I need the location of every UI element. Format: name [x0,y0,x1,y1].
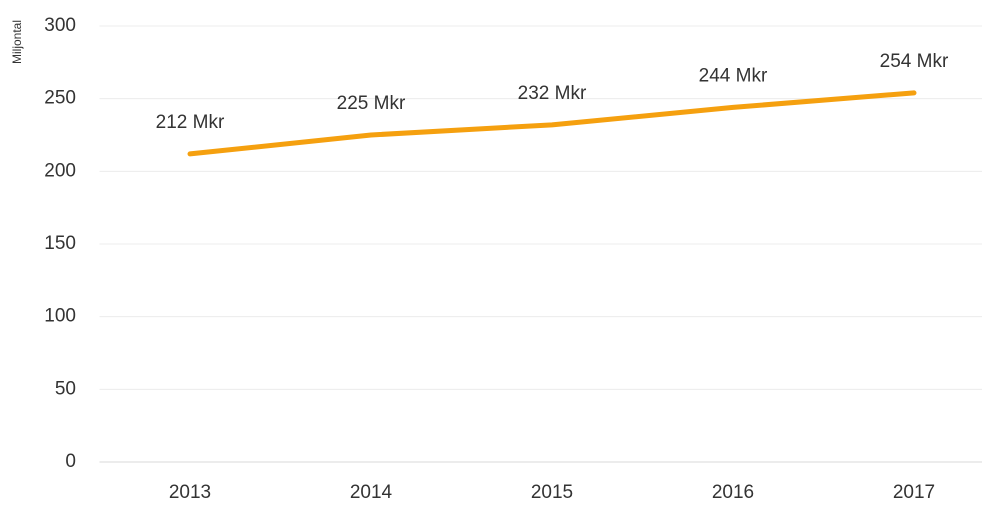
x-tick-label: 2014 [350,482,393,503]
data-label: 244 Mkr [699,65,768,86]
y-tick-label: 0 [65,451,76,472]
y-tick-label: 300 [44,15,76,36]
x-tick-label: 2015 [531,482,573,503]
data-label: 212 Mkr [156,112,225,133]
x-tick-label: 2017 [893,482,935,503]
x-tick-label: 2016 [712,482,754,503]
y-tick-label: 200 [44,160,76,181]
y-tick-label: 100 [44,306,76,327]
y-axis-label: Miljontal [10,20,24,64]
x-tick-label: 2013 [169,482,211,503]
y-tick-label: 150 [44,233,76,254]
data-label: 254 Mkr [880,51,949,72]
data-label: 225 Mkr [337,93,406,114]
y-tick-label: 250 [44,88,76,109]
line [187,90,917,157]
y-tick-label: 50 [55,378,76,399]
data-label: 232 Mkr [518,83,587,104]
